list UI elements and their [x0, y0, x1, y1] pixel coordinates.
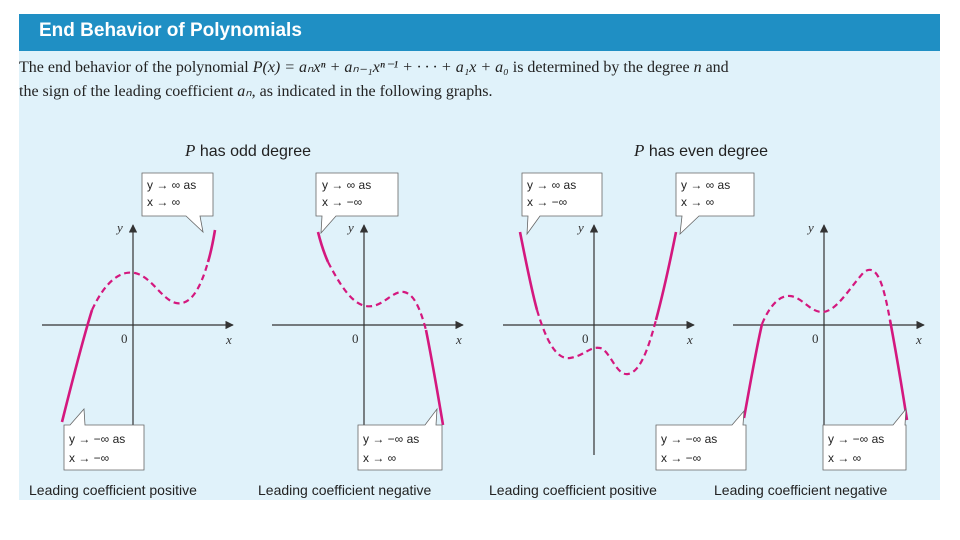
curve-left-end	[518, 231, 539, 311]
curve-right-end	[206, 229, 217, 263]
origin-label: 0	[352, 331, 359, 346]
callout-bottom-left: y → −∞ as x → −∞	[655, 409, 747, 471]
svg-text:x → −∞: x → −∞	[661, 451, 701, 465]
svg-text:x → −∞: x → −∞	[322, 195, 362, 209]
callout-top: y → ∞ as x → ∞	[141, 172, 214, 234]
intro-text: The end behavior of the polynomial P(x) …	[19, 56, 909, 104]
svg-text:x → −∞: x → −∞	[69, 451, 109, 465]
label-even-negative: Leading coefficient negative	[714, 482, 888, 498]
svg-text:x → ∞: x → ∞	[363, 451, 396, 465]
graph-odd-positive: y x 0 y → ∞ as x → ∞ y → −∞ as x → −∞	[42, 172, 234, 471]
label-odd-negative: Leading coefficient negative	[258, 482, 432, 498]
svg-text:x → −∞: x → −∞	[527, 195, 567, 209]
even-degree-caption: P has even degree	[634, 141, 769, 160]
page-title: End Behavior of Polynomials	[39, 20, 302, 41]
callout-top-left: y → ∞ as x → −∞	[521, 172, 603, 236]
y-axis-label: y	[806, 220, 814, 235]
odd-degree-caption: P has odd degree	[185, 141, 312, 160]
x-axis-label: x	[225, 332, 232, 347]
graph-even-negative: y x 0 y → −∞ as x → −∞ y → −∞ as x → ∞	[655, 220, 925, 471]
curve-left-end	[742, 323, 764, 419]
label-even-positive: Leading coefficient positive	[489, 482, 657, 498]
graph-odd-negative: y x 0 y → ∞ as x → −∞ y → −∞ as x → ∞	[272, 172, 464, 471]
y-axis-label: y	[576, 220, 584, 235]
svg-text:y → ∞ as: y → ∞ as	[527, 178, 576, 192]
curve-left-end	[60, 309, 94, 423]
curve-right-end	[888, 319, 909, 421]
callout-top-right: y → ∞ as x → ∞	[675, 172, 755, 236]
intro-line-2: the sign of the leading coefficient aₙ, …	[19, 83, 493, 100]
curve-dashed	[760, 268, 892, 325]
svg-text:y → ∞ as: y → ∞ as	[147, 178, 196, 192]
curve-dashed	[327, 261, 428, 331]
intro-line-1: The end behavior of the polynomial P(x) …	[19, 59, 729, 76]
x-axis-label: x	[455, 332, 462, 347]
svg-text:x → ∞: x → ∞	[681, 195, 714, 209]
svg-text:y → −∞ as: y → −∞ as	[69, 432, 125, 446]
svg-text:y → −∞ as: y → −∞ as	[363, 432, 419, 446]
callout-top: y → ∞ as x → −∞	[315, 172, 399, 235]
polynomial-formula: P(x) = aₙxⁿ + aₙ₋₁xⁿ⁻¹ + · · · + a₁x + a…	[252, 59, 509, 76]
curve-right-end	[654, 231, 678, 321]
callout-bottom-right: y → −∞ as x → ∞	[822, 407, 907, 471]
origin-label: 0	[582, 331, 589, 346]
svg-text:x → ∞: x → ∞	[828, 451, 861, 465]
callout-bottom: y → −∞ as x → −∞	[63, 408, 145, 471]
origin-label: 0	[812, 331, 819, 346]
y-axis-label: y	[115, 220, 123, 235]
label-odd-positive: Leading coefficient positive	[29, 482, 197, 498]
svg-text:y → −∞ as: y → −∞ as	[828, 432, 884, 446]
svg-text:y → ∞ as: y → ∞ as	[681, 178, 730, 192]
end-behavior-panel: End Behavior of Polynomials	[19, 14, 940, 500]
x-axis-label: x	[915, 332, 922, 347]
callout-bottom: y → −∞ as x → ∞	[357, 407, 443, 471]
graph-even-positive: y x 0 y → ∞ as x → −∞ y → ∞ as x → ∞	[503, 172, 755, 455]
svg-text:y → ∞ as: y → ∞ as	[322, 178, 371, 192]
curve-dashed	[535, 309, 658, 376]
curve-dashed	[91, 261, 210, 311]
svg-text:x → ∞: x → ∞	[147, 195, 180, 209]
header-bar: End Behavior of Polynomials	[19, 14, 940, 51]
origin-label: 0	[121, 331, 128, 346]
x-axis-label: x	[686, 332, 693, 347]
leading-coefficient: aₙ	[237, 83, 252, 100]
curve-right-end	[424, 329, 445, 426]
curve-left-end	[316, 231, 330, 263]
svg-text:y → −∞ as: y → −∞ as	[661, 432, 717, 446]
y-axis-label: y	[346, 220, 354, 235]
